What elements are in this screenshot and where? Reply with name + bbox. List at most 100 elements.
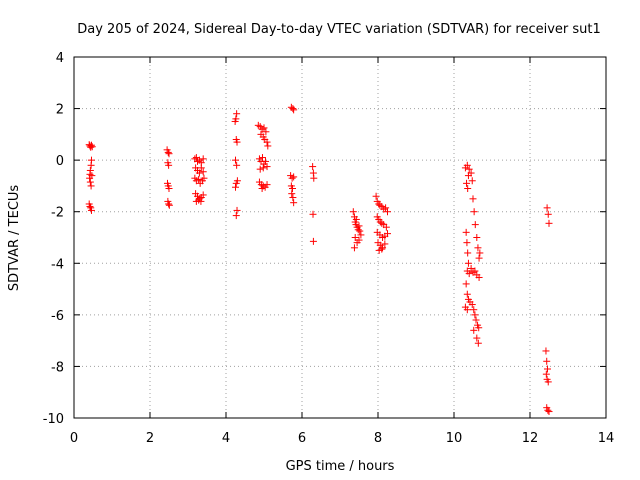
data-point bbox=[474, 244, 482, 252]
data-point bbox=[543, 357, 551, 365]
x-tick-label: 0 bbox=[70, 431, 78, 446]
data-point bbox=[464, 249, 472, 257]
data-point bbox=[384, 208, 391, 216]
x-tick-labels: 0 2 4 6 8 10 12 14 bbox=[70, 431, 614, 446]
data-point bbox=[354, 226, 362, 234]
x-tick-label: 6 bbox=[298, 431, 306, 446]
data-point bbox=[309, 210, 317, 218]
y-tick-labels: -10 -8 -6 -4 -2 0 2 4 bbox=[43, 51, 64, 427]
data-point bbox=[258, 185, 266, 193]
data-point bbox=[544, 378, 552, 386]
data-point bbox=[464, 259, 472, 267]
data-point bbox=[463, 161, 471, 169]
data-point bbox=[355, 222, 363, 230]
data-point bbox=[290, 106, 298, 114]
data-point bbox=[310, 174, 318, 182]
data-point bbox=[476, 249, 484, 257]
data-point bbox=[382, 204, 390, 212]
data-point bbox=[258, 154, 266, 162]
plot-frame bbox=[73, 56, 607, 419]
data-point bbox=[543, 204, 551, 212]
data-point bbox=[350, 244, 358, 252]
data-point bbox=[290, 199, 298, 207]
x-tick-label: 10 bbox=[446, 431, 463, 446]
data-point bbox=[197, 164, 205, 172]
y-tick-label: 4 bbox=[56, 51, 64, 66]
data-point bbox=[232, 156, 239, 164]
data-point bbox=[233, 161, 241, 169]
data-point bbox=[545, 219, 553, 227]
data-point bbox=[470, 306, 478, 314]
data-point bbox=[356, 227, 364, 235]
data-point bbox=[263, 138, 271, 146]
data-point bbox=[200, 174, 208, 182]
y-tick-label: -8 bbox=[51, 360, 64, 375]
data-point bbox=[87, 182, 95, 190]
data-point bbox=[199, 168, 207, 176]
data-point bbox=[199, 191, 207, 199]
axis-ticks bbox=[73, 56, 607, 419]
data-point bbox=[465, 270, 473, 278]
data-point bbox=[197, 197, 205, 205]
data-point bbox=[165, 201, 173, 209]
x-tick-label: 8 bbox=[374, 431, 382, 446]
data-point bbox=[473, 234, 481, 241]
data-point bbox=[264, 142, 272, 150]
data-point bbox=[544, 406, 552, 414]
data-point bbox=[542, 370, 550, 378]
data-point bbox=[232, 183, 239, 191]
data-point bbox=[86, 203, 94, 211]
data-point bbox=[381, 240, 389, 248]
data-point bbox=[470, 326, 478, 334]
data-point bbox=[467, 264, 475, 272]
data-point bbox=[463, 290, 471, 298]
data-point bbox=[87, 141, 95, 149]
data-point bbox=[232, 179, 240, 187]
data-point bbox=[472, 316, 480, 324]
data-point bbox=[384, 230, 391, 238]
chart-title: Day 205 of 2024, Sidereal Day-to-day VTE… bbox=[77, 22, 601, 37]
data-point bbox=[262, 157, 270, 165]
data-point bbox=[463, 179, 471, 187]
data-point bbox=[195, 175, 203, 183]
data-point bbox=[309, 163, 317, 171]
data-point bbox=[468, 177, 476, 185]
data-point bbox=[471, 221, 479, 229]
data-point bbox=[473, 334, 481, 342]
data-point bbox=[471, 267, 479, 275]
data-point bbox=[464, 185, 472, 193]
x-axis-label: GPS time / hours bbox=[286, 459, 395, 474]
data-point bbox=[542, 347, 550, 355]
data-point bbox=[463, 306, 471, 314]
data-point bbox=[165, 150, 173, 158]
data-point bbox=[357, 231, 365, 239]
grid bbox=[74, 57, 606, 418]
data-point bbox=[86, 178, 94, 186]
data-point bbox=[165, 185, 173, 193]
y-tick-label: 0 bbox=[56, 154, 64, 169]
data-point bbox=[462, 280, 470, 288]
y-tick-label: -2 bbox=[51, 206, 64, 221]
y-tick-label: -10 bbox=[43, 412, 64, 427]
data-point bbox=[289, 185, 296, 193]
data-point bbox=[475, 324, 483, 332]
x-tick-label: 4 bbox=[222, 431, 230, 446]
x-tick-label: 14 bbox=[598, 431, 615, 446]
data-point bbox=[288, 174, 296, 182]
data-point bbox=[465, 165, 473, 173]
data-point bbox=[233, 138, 241, 146]
y-tick-label: -4 bbox=[51, 257, 64, 272]
data-point bbox=[475, 273, 483, 281]
data-point bbox=[263, 163, 271, 171]
y-tick-label: 2 bbox=[56, 103, 64, 118]
data-point bbox=[545, 408, 553, 416]
data-point bbox=[195, 169, 203, 177]
data-point bbox=[355, 236, 363, 244]
data-point bbox=[372, 192, 380, 200]
data-point bbox=[309, 237, 317, 245]
data-point bbox=[378, 219, 386, 227]
data-point bbox=[474, 339, 482, 347]
data-point bbox=[463, 239, 471, 247]
data-point bbox=[232, 212, 240, 220]
data-point bbox=[289, 194, 297, 202]
